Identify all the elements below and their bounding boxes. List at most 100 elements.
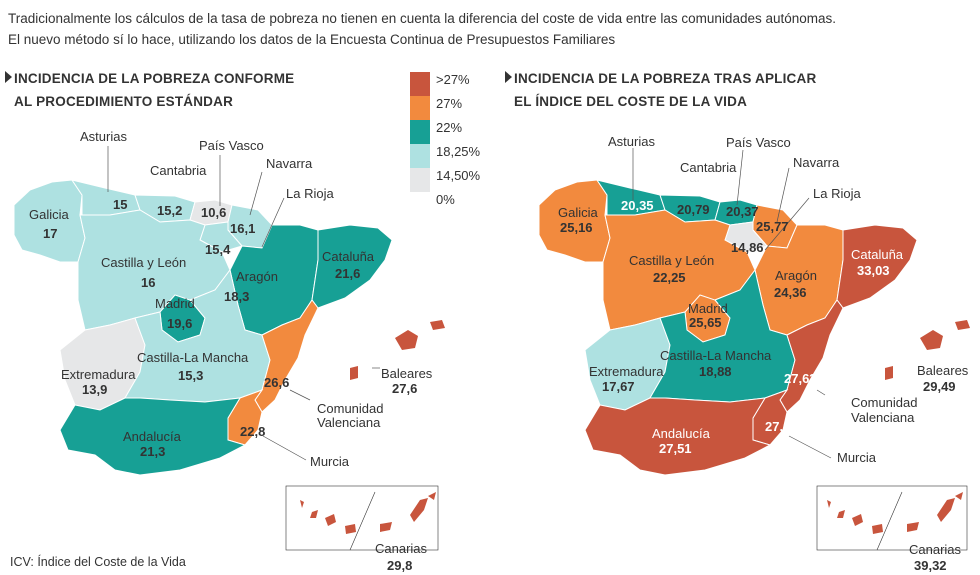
region-cataluna (311, 224, 393, 309)
right-title-line-2: EL ÍNDICE DEL COSTE DE LA VIDA (514, 94, 748, 109)
legend-label: 22% (436, 120, 463, 135)
intro-line-1: Tradicionalmente los cálculos de la tasa… (8, 11, 837, 26)
value-la-rioja: 15,4 (205, 242, 231, 257)
value-extremadura: 17,67 (602, 379, 635, 394)
value-pais-vasco: 20,37 (726, 204, 759, 219)
legend-swatch (410, 120, 430, 144)
region-cataluna (836, 224, 918, 309)
value-cataluna: 21,6 (335, 266, 360, 281)
label-navarra: Navarra (266, 156, 313, 171)
legend-label: >27% (436, 72, 470, 87)
right-leader-lines (632, 148, 832, 459)
label-andalucia: Andalucía (652, 426, 711, 441)
footnote: ICV: Índice del Coste de la Vida (10, 555, 186, 569)
region-valenciana (779, 299, 844, 413)
value-cantabria: 20,79 (677, 202, 710, 217)
legend-swatch (410, 144, 430, 168)
legend-label: 18,25% (436, 144, 481, 159)
legend-swatch (410, 96, 430, 120)
region-valenciana (254, 299, 319, 413)
value-navarra: 25,77 (756, 219, 789, 234)
label-castilla-mancha: Castilla-La Mancha (660, 348, 772, 363)
region-baleares-mallorca (395, 330, 418, 350)
label-baleares: Baleares (381, 366, 433, 381)
value-andalucia: 21,3 (140, 444, 165, 459)
legend-label: 14,50% (436, 168, 481, 183)
label-extremadura: Extremadura (61, 367, 136, 382)
label-murcia: Murcia (310, 454, 350, 469)
legend-swatch (410, 72, 430, 96)
left-leader-lines (107, 146, 380, 461)
legend-swatch (410, 168, 430, 192)
title-bullet-icon (505, 71, 512, 83)
label-asturias: Asturias (608, 134, 655, 149)
value-canarias: 39,32 (914, 558, 947, 573)
region-canarias (300, 492, 436, 534)
value-galicia: 25,16 (560, 220, 593, 235)
left-title-line-2: AL PROCEDIMIENTO ESTÁNDAR (14, 94, 234, 109)
label-castilla-leon: Castilla y León (101, 255, 186, 270)
label-cantabria: Cantabria (150, 163, 207, 178)
value-castilla-mancha: 15,3 (178, 368, 203, 383)
label-baleares: Baleares (917, 363, 969, 378)
value-aragon: 18,3 (224, 289, 249, 304)
region-andalucia (584, 397, 772, 476)
legend-swatch (410, 192, 430, 216)
label-aragon: Aragón (236, 269, 278, 284)
label-la-rioja: La Rioja (813, 186, 861, 201)
label-pais-vasco: País Vasco (199, 138, 264, 153)
label-la-rioja: La Rioja (286, 186, 334, 201)
label-valenciana-2: Valenciana (851, 410, 915, 425)
legend-label: 27% (436, 96, 463, 111)
value-castilla-leon: 22,25 (653, 270, 686, 285)
legend-label: 0% (436, 192, 455, 207)
value-baleares: 29,49 (923, 379, 956, 394)
value-canarias: 29,8 (387, 558, 412, 573)
region-baleares-ibiza (885, 366, 893, 380)
value-extremadura: 13,9 (82, 382, 107, 397)
value-madrid: 19,6 (167, 316, 192, 331)
region-andalucia (59, 397, 247, 476)
value-pais-vasco: 10,6 (201, 205, 226, 220)
value-asturias: 20,35 (621, 198, 654, 213)
left-map-title: INCIDENCIA DE LA POBREZA CONFORME AL PRO… (5, 67, 295, 113)
label-pais-vasco: País Vasco (726, 135, 791, 150)
label-murcia: Murcia (837, 450, 877, 465)
value-galicia: 17 (43, 226, 57, 241)
title-bullet-icon (5, 71, 12, 83)
canarias-divider (876, 491, 903, 551)
left-map: Asturias 15 Cantabria 15,2 País Vasco 10… (13, 129, 445, 573)
right-title-line-1: INCIDENCIA DE LA POBREZA TRAS APLICAR (514, 71, 817, 86)
label-valenciana-1: Comunidad (851, 395, 918, 410)
label-castilla-leon: Castilla y León (629, 253, 714, 268)
left-title-line-1: INCIDENCIA DE LA POBREZA CONFORME (14, 71, 295, 86)
value-valenciana: 26,6 (264, 375, 289, 390)
label-extremadura: Extremadura (589, 364, 664, 379)
value-andalucia: 27,51 (659, 441, 692, 456)
value-castilla-mancha: 18,88 (699, 364, 732, 379)
label-cataluna: Cataluña (322, 249, 375, 264)
value-baleares: 27,6 (392, 381, 417, 396)
intro-line-2: El nuevo método sí lo hace, utilizando l… (8, 32, 616, 47)
label-navarra: Navarra (793, 155, 840, 170)
value-aragon: 24,36 (774, 285, 807, 300)
region-canarias (827, 492, 963, 534)
region-baleares-menorca (430, 320, 445, 330)
right-map: Asturias 20,35 Cantabria 20,79 País Vasc… (538, 134, 970, 573)
canarias-divider (349, 491, 376, 551)
value-murcia: 27,6 (765, 419, 790, 434)
label-valenciana-1: Comunidad (317, 401, 384, 416)
canarias-inset-box (816, 485, 968, 551)
label-madrid: Madrid (688, 301, 728, 316)
label-asturias: Asturias (80, 129, 127, 144)
label-madrid: Madrid (155, 296, 195, 311)
label-galicia: Galicia (558, 205, 599, 220)
label-galicia: Galicia (29, 207, 70, 222)
value-valenciana: 27,63 (784, 371, 817, 386)
label-aragon: Aragón (775, 268, 817, 283)
label-canarias: Canarias (909, 542, 962, 557)
canarias-inset-box (285, 485, 439, 551)
intro-text: Tradicionalmente los cálculos de la tasa… (8, 8, 836, 50)
label-cataluna: Cataluña (851, 247, 904, 262)
